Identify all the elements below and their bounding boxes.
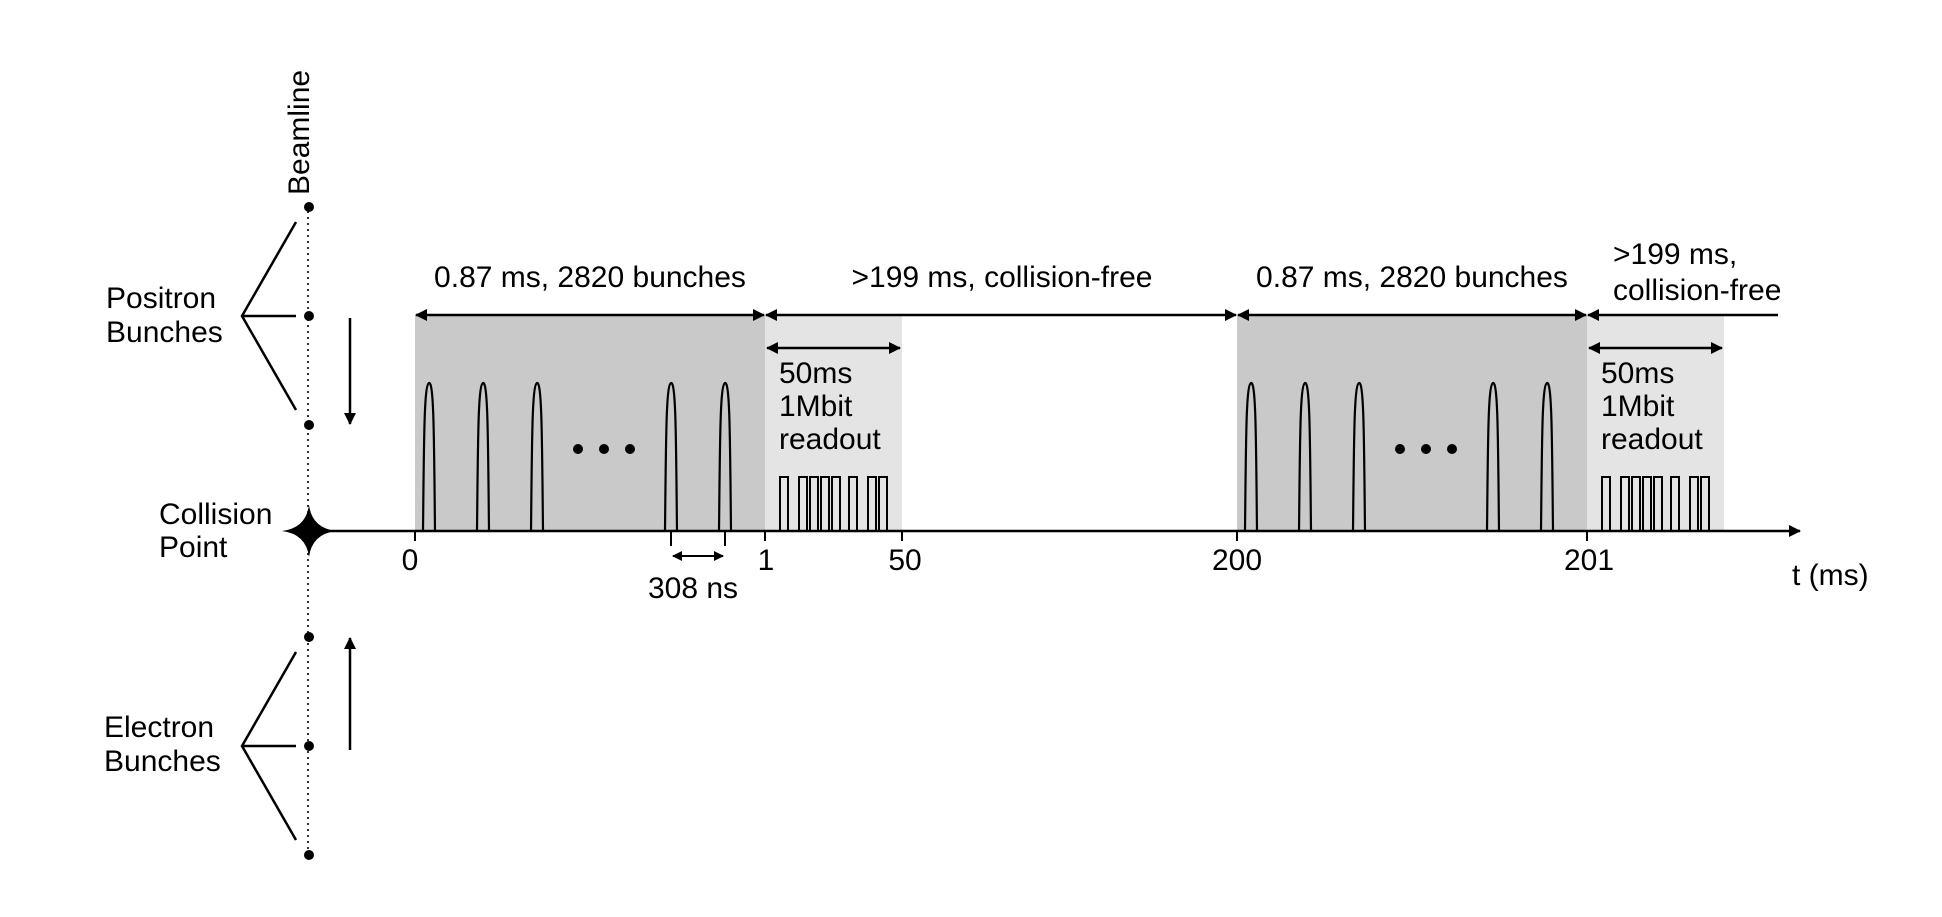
- beamline-label: Beamline: [283, 70, 316, 195]
- bunch-train-label-1: 0.87 ms, 2820 bunches: [434, 261, 746, 294]
- positron-dot: [304, 202, 314, 212]
- bunch-pulse: [421, 381, 437, 532]
- positron-dots: [304, 202, 314, 430]
- readout-label-2-line-3: readout: [1601, 423, 1703, 456]
- bunch-pulse: [717, 381, 733, 532]
- tick-label-1: 1: [758, 544, 775, 577]
- axis-label: t (ms): [1792, 559, 1869, 592]
- electron-label-line-1: Electron: [104, 711, 214, 744]
- readout-pulses-1: [779, 476, 888, 531]
- tick-label-0: 0: [402, 544, 419, 577]
- ellipsis-dot: [1447, 444, 1457, 454]
- readout-label-1-line-1: 50ms: [779, 357, 852, 390]
- ellipsis-dot: [1421, 444, 1431, 454]
- collision-free-label-2-line-2: collision-free: [1613, 274, 1781, 307]
- positron-dot: [304, 311, 314, 321]
- tick-marks: [414, 531, 1588, 541]
- readout-label-2-line-1: 50ms: [1601, 357, 1674, 390]
- collision-free-label-1: >199 ms, collision-free: [852, 261, 1153, 294]
- bunch-pulse: [529, 381, 545, 532]
- bunch-pulses-2: [1243, 381, 1555, 532]
- electron-dot: [304, 741, 314, 751]
- positron-label-line-2: Bunches: [106, 316, 223, 349]
- collision-label-line-2: Point: [159, 531, 228, 564]
- readout-label-2-line-2: 1Mbit: [1601, 390, 1675, 423]
- bunch-train-region-2: [1237, 315, 1587, 531]
- bunch-pulse: [1485, 381, 1501, 532]
- spacing-label: 308 ns: [648, 572, 738, 605]
- tick-label-50: 50: [888, 544, 921, 577]
- bunch-pulse: [475, 381, 491, 532]
- electron-label-line-2: Bunches: [104, 745, 221, 778]
- bunch-pulse: [663, 381, 679, 532]
- tick-label-200: 200: [1212, 544, 1262, 577]
- bunch-pulse: [1351, 381, 1367, 532]
- bunch-train-region-1: [415, 315, 765, 531]
- bunch-train-label-2: 0.87 ms, 2820 bunches: [1256, 261, 1568, 294]
- ellipsis-dot: [599, 444, 609, 454]
- collision-star-icon: [282, 505, 336, 557]
- electron-dot: [304, 850, 314, 860]
- positron-label-line-1: Positron: [106, 282, 216, 315]
- ellipsis-dots-1: [573, 444, 635, 454]
- ellipsis-dot: [1395, 444, 1405, 454]
- readout-label-1-line-2: 1Mbit: [779, 390, 853, 423]
- tick-label-201: 201: [1564, 544, 1614, 577]
- collision-free-label-2-line-1: >199 ms,: [1613, 238, 1737, 271]
- bunch-pulse: [1297, 381, 1313, 532]
- readout-pulses-2: [1601, 476, 1710, 531]
- collision-label-line-1: Collision: [159, 498, 272, 531]
- positron-dot: [304, 420, 314, 430]
- bunch-pulse: [1539, 381, 1555, 532]
- ellipsis-dot: [573, 444, 583, 454]
- electron-dot: [304, 632, 314, 642]
- bunch-pulse: [1243, 381, 1259, 532]
- readout-label-1-line-3: readout: [779, 423, 881, 456]
- ellipsis-dot: [625, 444, 635, 454]
- electron-dots: [304, 632, 314, 860]
- ellipsis-dots-2: [1395, 444, 1457, 454]
- bunch-pulses-1: [421, 381, 733, 532]
